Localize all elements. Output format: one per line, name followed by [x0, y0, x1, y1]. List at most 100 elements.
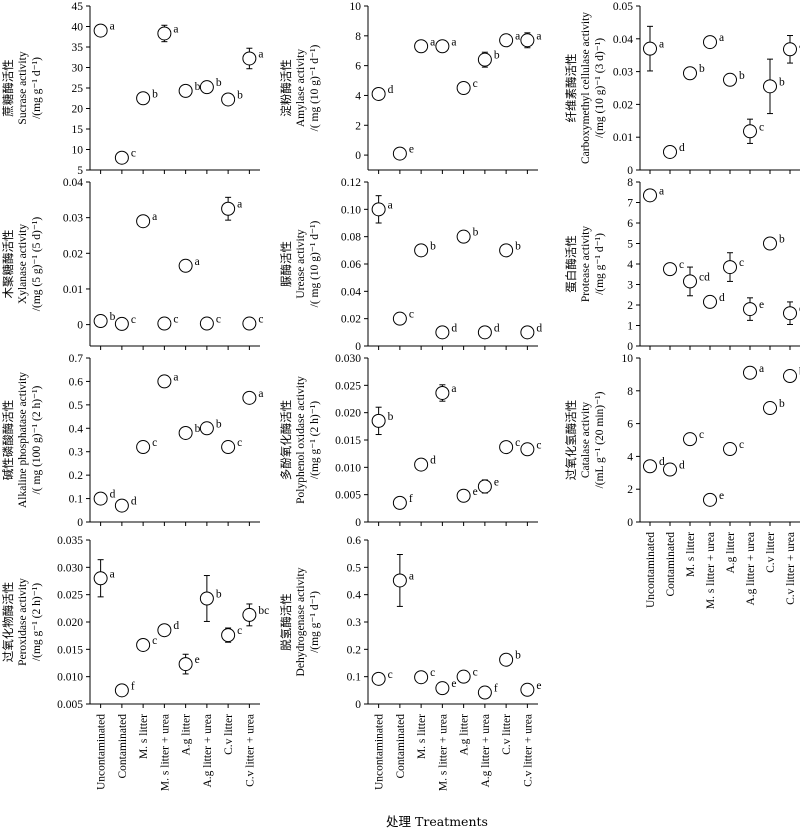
data-point: [783, 306, 797, 321]
x-tick-label: Contaminated: [117, 714, 129, 779]
data-point: [136, 440, 151, 455]
significance-letter: e: [759, 299, 764, 311]
significance-letter: e: [409, 144, 414, 156]
y-axis-label-line: Urease activity: [295, 229, 307, 299]
y-tick-label: 0.04: [63, 177, 83, 189]
x-tick-label: Contaminated: [665, 532, 677, 597]
data-point: [242, 316, 257, 331]
data-point: [783, 369, 797, 384]
significance-letter: e: [473, 486, 478, 498]
data-point: [763, 79, 777, 94]
panel-urease: 0 0.02 0.04 0.06 0.08 0.10 0.12 脲酶活性 Urease acti…: [279, 177, 542, 353]
x-tick-label: A.g litter: [725, 532, 737, 574]
significance-letter: a: [237, 199, 242, 211]
panel-protease: 0 1 2 3 4 5 6 7 8 蛋白酶活性 Protease activity/(mg g⁻¹ …: [564, 177, 800, 353]
data-point: [643, 188, 657, 203]
y-axis-label: 碱性磷酸酶活性 Alkaline phosphatase activity/( m…: [1, 372, 43, 508]
significance-letter: a: [451, 36, 456, 48]
data-point: [93, 23, 108, 38]
y-tick-label: 3: [627, 280, 633, 292]
y-tick-label: 4: [627, 259, 633, 271]
significance-letter: a: [536, 30, 541, 42]
significance-letter: c: [131, 314, 136, 326]
data-point: [157, 26, 172, 41]
data-point: [723, 442, 737, 457]
y-axis-label-line: Polyphenol oxidase activity: [295, 376, 307, 504]
y-tick-label: 0.04: [341, 286, 361, 298]
x-tick-label: A.g litter + urea: [745, 532, 757, 606]
data-point: [178, 83, 193, 98]
y-tick-label: 0.6: [69, 376, 84, 388]
y-tick-label: 0.010: [57, 672, 83, 684]
y-tick-label: 0: [355, 699, 361, 711]
data-point: [242, 51, 257, 66]
y-tick-label: 0.03: [613, 67, 633, 79]
y-tick-label: 7: [627, 198, 633, 210]
data-point: [242, 607, 257, 622]
x-tick-label: Uncontaminated: [645, 532, 657, 608]
data-point: [703, 294, 717, 309]
y-tick-label: 0.08: [341, 232, 361, 244]
y-tick-label: 0.3: [347, 617, 362, 629]
data-point: [199, 316, 214, 331]
significance-letter: b: [515, 650, 521, 662]
significance-letter: b: [430, 240, 436, 252]
y-axis-label-line: /(mg g⁻¹ (2 h)⁻¹): [309, 401, 321, 479]
y-axis-label-line: 蔗糖酶活性: [1, 59, 15, 117]
x-tick-label: M. s litter + urea: [437, 714, 449, 791]
significance-letter: c: [739, 257, 744, 269]
data-point: [499, 243, 514, 258]
y-axis-label-line: /(mg g⁻¹ (2 h)⁻¹): [31, 583, 43, 661]
data-point: [643, 459, 657, 474]
data-point: [178, 657, 193, 672]
y-axis-label-line: 纤维素酶活性: [564, 54, 578, 123]
significance-letter: a: [388, 199, 393, 211]
y-axis-label-line: Catalase activity: [580, 402, 592, 479]
data-point: [435, 325, 450, 340]
y-tick-label: 0.2: [347, 644, 362, 656]
significance-letter: d: [494, 322, 500, 334]
y-axis-label-line: Alkaline phosphatase activity: [17, 372, 29, 508]
x-tick-label: M. s litter: [416, 714, 428, 759]
y-tick-label: 0: [355, 517, 361, 529]
y-tick-label: 0.02: [341, 314, 361, 326]
significance-letter: f: [494, 683, 498, 695]
significance-letter: b: [699, 63, 705, 75]
significance-letter: b: [494, 50, 500, 62]
significance-letter: f: [131, 680, 135, 692]
data-point: [643, 41, 657, 56]
y-tick-label: 0.03: [63, 213, 83, 225]
significance-letter: e: [719, 490, 724, 502]
y-tick-label: 0.2: [69, 470, 84, 482]
x-tick-label: A.g litter + urea: [202, 714, 214, 788]
significance-letter: c: [679, 259, 684, 271]
panel-xylanase: 0 0.01 0.02 0.03 0.04 木聚糖酶活性 Xylanase activity…: [1, 177, 263, 350]
significance-letter: b: [388, 411, 394, 423]
significance-letter: b: [779, 398, 785, 410]
significance-letter: b: [779, 234, 785, 246]
x-axis-title: 处理 Treatments: [386, 814, 488, 829]
data-point: [136, 214, 151, 229]
significance-letter: a: [152, 211, 157, 223]
significance-letter: d: [659, 456, 665, 468]
data-point: [663, 144, 677, 159]
y-tick-label: 10: [72, 145, 84, 157]
y-tick-label: 0.01: [63, 284, 83, 296]
data-point: [136, 91, 151, 106]
data-point: [499, 440, 514, 455]
significance-letter: bc: [258, 605, 269, 617]
y-tick-label: 0: [627, 517, 633, 529]
significance-letter: b: [216, 588, 222, 600]
significance-letter: b: [110, 311, 116, 323]
data-point: [477, 685, 492, 700]
data-point: [221, 92, 236, 107]
data-point: [683, 432, 697, 447]
significance-letter: a: [195, 256, 200, 268]
panel-amylase: 0 2 4 6 8 10 淀粉酶活性 Amylase activity/( mg (10 g)…: [279, 1, 541, 174]
y-tick-label: 2: [355, 120, 361, 132]
significance-letter: a: [659, 185, 664, 197]
x-tick-label: C.v litter + urea: [244, 714, 256, 787]
y-tick-label: 0.05: [613, 1, 633, 13]
significance-letter: c: [216, 314, 221, 326]
data-point: [221, 440, 236, 455]
